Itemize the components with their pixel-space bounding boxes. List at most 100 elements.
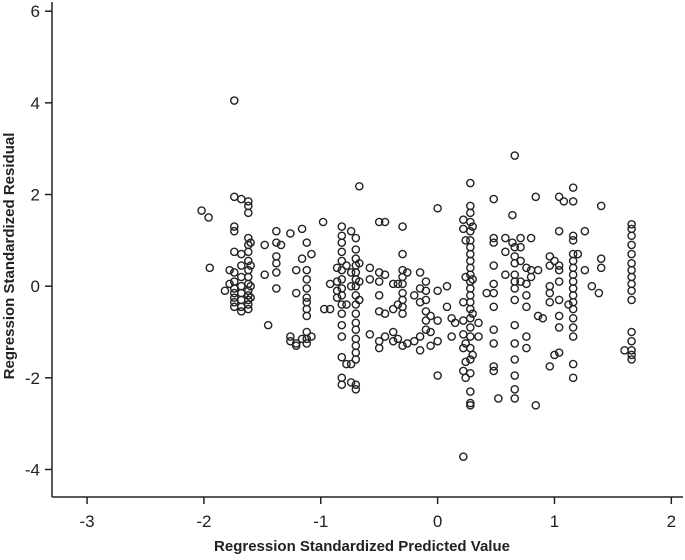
data-point <box>229 268 239 277</box>
data-point <box>244 197 253 206</box>
data-point <box>415 346 425 355</box>
data-point <box>351 245 361 254</box>
data-point <box>433 371 442 380</box>
data-point <box>421 325 431 335</box>
data-point <box>510 320 520 330</box>
data-point <box>554 261 564 270</box>
data-point <box>398 341 407 351</box>
x-tick-label: -2 <box>196 512 211 531</box>
data-point <box>351 233 361 243</box>
data-point <box>489 288 499 298</box>
data-point <box>291 288 301 298</box>
data-point <box>627 295 636 305</box>
data-point <box>522 263 531 273</box>
data-point <box>342 300 351 309</box>
data-point <box>409 291 419 300</box>
data-point <box>388 327 398 337</box>
data-point <box>337 291 347 300</box>
data-point <box>229 96 239 105</box>
data-point <box>501 270 510 280</box>
data-point <box>489 366 499 376</box>
data-point <box>545 362 555 371</box>
y-tick-label: 4 <box>31 94 40 113</box>
data-point <box>501 233 510 243</box>
data-point <box>627 219 636 229</box>
data-point <box>510 384 520 394</box>
data-point <box>568 197 578 206</box>
data-point <box>393 334 403 344</box>
data-point <box>398 249 407 259</box>
data-point <box>489 261 499 270</box>
ticks-layer: -3 -2 -1 0 1 2 -4 -2 0 2 4 6 <box>25 2 676 531</box>
data-point <box>332 277 342 286</box>
data-point <box>554 265 564 275</box>
data-point <box>393 279 403 289</box>
data-point <box>466 226 475 236</box>
data-point <box>580 265 590 275</box>
data-point <box>596 201 606 211</box>
data-point <box>244 295 253 305</box>
data-point <box>388 279 398 289</box>
data-point <box>365 274 375 284</box>
data-point <box>559 197 569 206</box>
data-point <box>474 332 483 341</box>
data-point <box>351 325 361 335</box>
data-point <box>489 325 499 335</box>
data-point <box>568 304 578 314</box>
data-point <box>272 284 281 293</box>
data-point <box>332 293 342 302</box>
data-point <box>337 352 347 362</box>
data-point <box>374 277 384 286</box>
data-point <box>522 291 531 300</box>
data-point <box>510 284 520 293</box>
data-point <box>594 288 604 298</box>
data-point <box>545 288 555 298</box>
data-point <box>489 238 499 247</box>
data-point <box>510 371 520 380</box>
data-point <box>596 254 606 263</box>
data-point <box>225 265 234 275</box>
data-point <box>365 329 375 339</box>
data-point <box>501 247 510 257</box>
data-point <box>220 286 230 296</box>
data-point <box>433 203 442 213</box>
data-point <box>337 247 347 257</box>
data-point <box>568 323 578 332</box>
data-point <box>409 336 419 346</box>
data-point <box>442 302 452 312</box>
data-point <box>380 270 390 280</box>
data-point <box>627 286 636 296</box>
data-point <box>297 224 307 234</box>
data-point <box>550 256 559 266</box>
data-point <box>461 236 470 245</box>
data-point <box>246 238 255 247</box>
x-axis-label: Regression Standardized Predicted Value <box>214 538 510 555</box>
data-point <box>554 348 564 357</box>
data-point <box>522 279 531 289</box>
data-point <box>244 304 253 314</box>
data-point <box>447 332 456 341</box>
data-point <box>244 256 253 266</box>
data-point <box>276 240 286 250</box>
data-point <box>380 332 390 341</box>
data-point <box>337 274 347 284</box>
data-point <box>365 263 375 273</box>
data-point <box>291 341 301 351</box>
data-point <box>426 311 435 321</box>
data-point <box>531 192 541 202</box>
data-point <box>433 336 442 346</box>
data-point <box>522 302 531 312</box>
data-point <box>260 240 269 250</box>
data-point <box>466 313 475 323</box>
data-point <box>263 320 273 330</box>
data-point <box>564 300 573 309</box>
data-point <box>236 261 246 270</box>
data-point <box>550 350 559 360</box>
data-point <box>522 332 531 341</box>
data-point <box>568 183 578 192</box>
data-point <box>554 295 564 305</box>
data-point <box>337 256 347 266</box>
data-point <box>433 316 442 325</box>
data-point <box>421 307 431 316</box>
